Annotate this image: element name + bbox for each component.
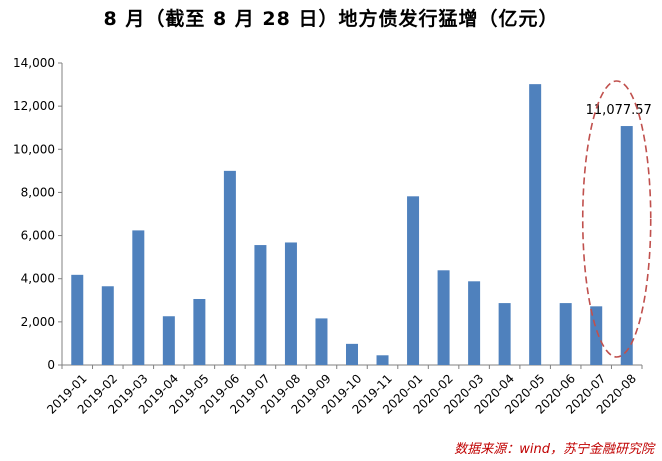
bar <box>71 274 84 365</box>
bar <box>620 126 633 366</box>
bar <box>376 355 389 365</box>
bar <box>132 230 145 365</box>
y-tick-label: 12,000 <box>13 99 55 113</box>
y-tick-label: 10,000 <box>13 142 55 156</box>
chart-title: 8 月（截至 8 月 28 日）地方债发行猛增（亿元） <box>103 8 559 30</box>
source-note: 数据来源：wind，苏宁金融研究院 <box>454 442 654 457</box>
bar <box>346 343 358 365</box>
y-tick-label: 4,000 <box>21 272 55 286</box>
bar <box>498 303 511 365</box>
bar <box>101 286 114 365</box>
bar <box>468 281 481 365</box>
bar <box>284 242 297 365</box>
bar <box>193 298 206 365</box>
bars <box>71 84 633 366</box>
y-tick-label: 14,000 <box>13 56 55 70</box>
bar <box>315 318 328 365</box>
bar <box>529 84 542 365</box>
highlight <box>581 80 652 358</box>
y-tick-label: 8,000 <box>21 185 55 199</box>
data-label: 11,077.57 <box>586 103 652 118</box>
bar <box>223 170 236 365</box>
y-tick-label: 6,000 <box>21 229 55 243</box>
highlight-ellipse <box>581 80 652 358</box>
bar <box>254 245 267 365</box>
bar <box>437 270 450 365</box>
bar <box>162 316 175 365</box>
y-tick-label: 0 <box>47 358 55 372</box>
bar <box>559 303 572 365</box>
bar <box>407 196 420 365</box>
y-tick-label: 2,000 <box>21 315 55 329</box>
labels: 2019-012019-022019-032019-042019-052019-… <box>44 103 652 417</box>
